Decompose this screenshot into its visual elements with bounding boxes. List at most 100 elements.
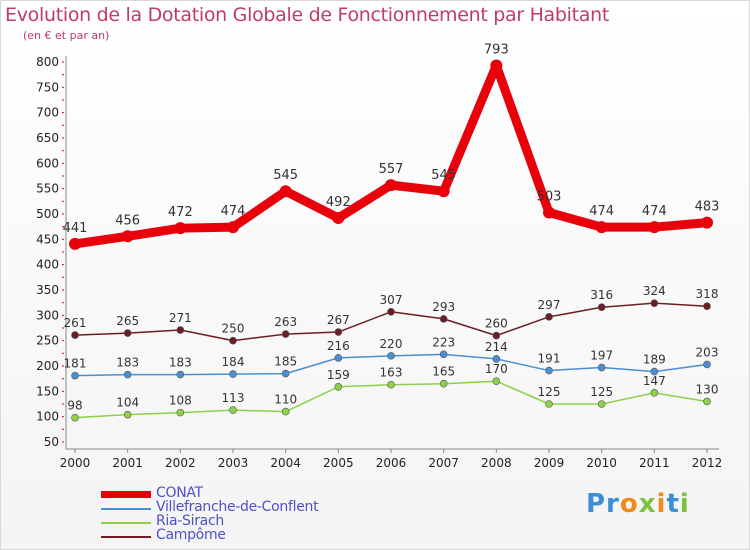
x-tick-label: 2001 — [112, 456, 143, 470]
data-label: 147 — [643, 374, 666, 388]
data-point — [597, 363, 606, 372]
y-tick-label: 200 — [36, 359, 59, 373]
x-tick-label: 2007 — [428, 456, 459, 470]
data-point — [545, 400, 553, 408]
y-tick-label: 800 — [36, 55, 59, 69]
data-point — [597, 303, 606, 312]
x-tick-label: 2002 — [165, 456, 196, 470]
data-point — [71, 413, 79, 422]
legend-swatch — [101, 491, 151, 498]
data-point — [545, 366, 553, 375]
y-tick-label: 750 — [36, 80, 59, 94]
chart-subtitle: (en € et par an) — [23, 29, 110, 42]
data-label: 267 — [327, 313, 350, 327]
legend-label: CONAT — [156, 485, 203, 501]
data-point — [650, 367, 659, 376]
data-label: 170 — [485, 362, 508, 376]
data-point — [703, 397, 711, 406]
data-point — [490, 59, 503, 72]
data-label: 214 — [485, 340, 508, 354]
data-label: 492 — [326, 195, 351, 210]
data-label: 183 — [116, 356, 139, 370]
data-label: 189 — [643, 353, 666, 367]
data-label: 293 — [432, 300, 455, 314]
x-tick-label: 2003 — [218, 456, 249, 470]
data-point — [69, 237, 81, 250]
data-point — [121, 230, 134, 243]
data-label: 104 — [116, 396, 139, 410]
y-tick-label: 250 — [36, 334, 59, 348]
data-point — [387, 307, 395, 316]
data-label: 110 — [274, 393, 297, 407]
data-label: 297 — [538, 298, 561, 312]
y-tick-label: 100 — [36, 410, 59, 424]
data-point — [229, 406, 237, 414]
y-tick-label: 550 — [36, 182, 59, 196]
data-point — [387, 352, 395, 360]
x-tick-label: 2012 — [692, 456, 723, 470]
legend-item: CONAT — [101, 485, 401, 501]
data-point — [545, 313, 553, 321]
legend-swatch — [101, 508, 151, 510]
data-label: 441 — [63, 221, 88, 236]
y-tick-label: 700 — [36, 106, 59, 120]
data-label: 250 — [222, 322, 245, 336]
data-point — [439, 315, 448, 323]
data-label: 108 — [169, 394, 192, 408]
x-tick-label: 2011 — [639, 456, 670, 470]
data-point — [227, 221, 239, 234]
data-label: 130 — [696, 382, 719, 396]
data-point — [174, 222, 187, 235]
data-point — [123, 370, 132, 379]
data-label: 263 — [274, 315, 297, 329]
data-label: 220 — [380, 337, 403, 351]
legend-label: Campôme — [156, 527, 226, 543]
data-point — [123, 410, 132, 419]
data-label: 203 — [696, 345, 719, 359]
data-point — [703, 302, 711, 311]
data-point — [176, 326, 185, 334]
data-label: 125 — [590, 385, 613, 399]
data-label: 197 — [590, 349, 613, 363]
legend-label: Villefranche-de-Conflent — [156, 499, 319, 515]
legend-item: Campôme — [101, 527, 401, 543]
data-point — [439, 379, 448, 388]
x-tick-label: 2006 — [376, 456, 407, 470]
y-tick-label: 500 — [36, 207, 59, 221]
data-label: 98 — [67, 399, 82, 413]
legend-swatch — [101, 522, 151, 524]
data-point — [334, 382, 343, 391]
y-tick-label: 450 — [36, 232, 59, 246]
data-point — [176, 408, 185, 417]
data-label: 216 — [327, 339, 350, 353]
data-point — [281, 369, 290, 378]
data-point — [595, 221, 608, 234]
data-point — [650, 389, 659, 397]
data-point — [281, 330, 290, 338]
data-label: 545 — [431, 168, 456, 183]
data-label: 557 — [379, 162, 404, 177]
y-tick-label: 150 — [36, 384, 59, 398]
y-tick-label: 600 — [36, 156, 59, 170]
data-point — [387, 380, 395, 389]
data-point — [492, 331, 501, 340]
y-tick-label: 50 — [44, 435, 59, 449]
data-label: 316 — [590, 288, 613, 302]
x-tick-label: 2004 — [270, 456, 301, 470]
chart-axes: 50 100 150 200 250 300 350 400 450 500 550 600 650 70… — [36, 55, 722, 470]
data-point — [176, 370, 185, 379]
data-label: 191 — [538, 352, 561, 366]
data-point — [597, 400, 606, 408]
data-label: 183 — [169, 356, 192, 370]
data-label: 474 — [589, 204, 614, 219]
data-point — [648, 221, 661, 234]
y-tick-label: 650 — [36, 131, 59, 145]
data-label: 113 — [222, 391, 245, 405]
data-point — [650, 299, 659, 307]
data-point — [279, 185, 292, 198]
data-label: 472 — [168, 205, 193, 220]
data-label: 260 — [485, 317, 508, 331]
data-label: 307 — [380, 293, 403, 307]
